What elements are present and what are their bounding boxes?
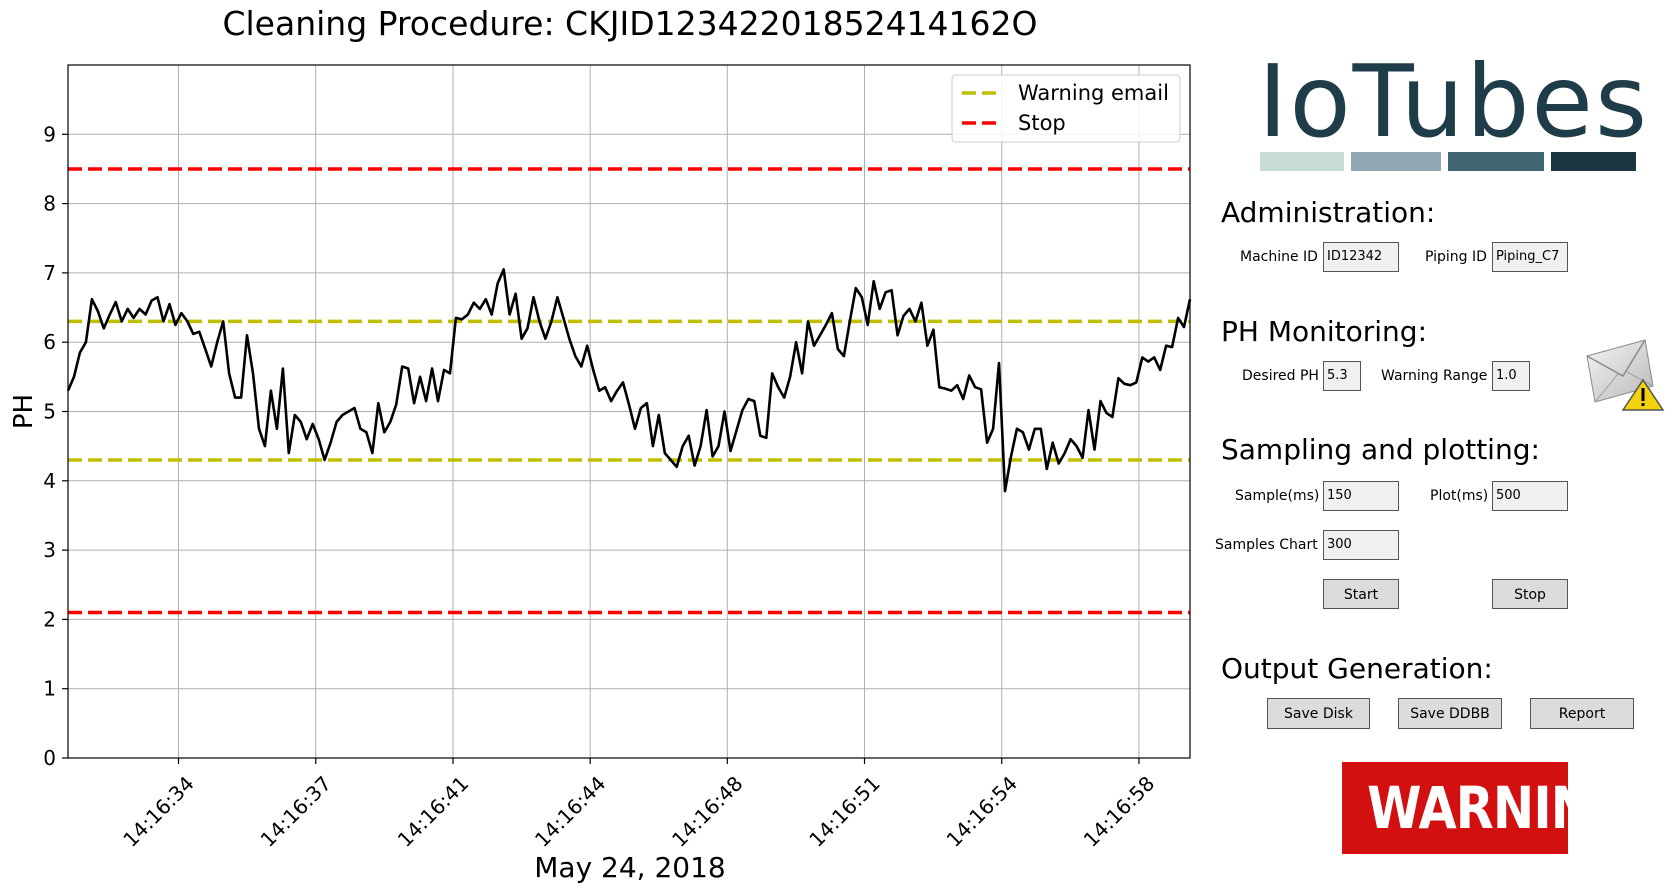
y-tick-label: 9 xyxy=(43,122,56,146)
y-tick-label: 2 xyxy=(43,607,56,631)
y-tick-label: 7 xyxy=(43,261,56,285)
machine-id-label: Machine ID xyxy=(1240,249,1318,265)
plot-ms-label: Plot(ms) xyxy=(1430,488,1489,504)
report-button[interactable]: Report xyxy=(1530,698,1634,729)
y-tick-label: 4 xyxy=(43,469,56,493)
administration-heading: Administration: xyxy=(1221,196,1436,229)
x-tick-label: 14:16:54 xyxy=(942,771,1022,851)
logo-bar-1 xyxy=(1260,152,1344,171)
warning-badge-text: WARNING! xyxy=(1367,774,1653,842)
y-tick-label: 0 xyxy=(43,746,56,770)
sampling-heading: Sampling and plotting: xyxy=(1221,433,1540,466)
logo-bar-4 xyxy=(1551,152,1636,171)
x-tick-label: 14:16:37 xyxy=(256,771,336,851)
legend-box xyxy=(951,74,1181,143)
save-disk-button[interactable]: Save Disk xyxy=(1267,698,1370,729)
y-tick-label: 5 xyxy=(43,400,56,424)
x-tick-label: 14:16:58 xyxy=(1079,771,1159,851)
machine-id-field[interactable]: ID12342 xyxy=(1323,242,1399,272)
piping-id-field[interactable]: Piping_C7 xyxy=(1492,242,1568,272)
sample-ms-label: Sample(ms) xyxy=(1235,488,1320,504)
y-tick-label: 3 xyxy=(43,538,56,562)
warning-range-field[interactable]: 1.0 xyxy=(1492,361,1530,391)
desired-ph-field[interactable]: 5.3 xyxy=(1323,361,1361,391)
y-tick-label: 1 xyxy=(43,677,56,701)
ph-series-line xyxy=(66,268,1192,493)
piping-id-label: Piping ID xyxy=(1425,249,1487,265)
x-tick-label: 14:16:51 xyxy=(804,771,884,851)
logo-bar-3 xyxy=(1448,152,1544,171)
output-heading: Output Generation: xyxy=(1221,652,1493,685)
x-tick-label: 14:16:41 xyxy=(393,771,473,851)
logo-bar-2 xyxy=(1351,152,1441,171)
email-warning-icon xyxy=(1586,339,1665,411)
x-tick-label: 14:16:34 xyxy=(118,771,198,851)
warning-badge: WARNING! xyxy=(1342,762,1653,854)
samples-chart-label: Samples Chart xyxy=(1215,537,1318,553)
chart-title: Cleaning Procedure: CKJID123422018524141… xyxy=(222,4,1038,43)
desired-ph-label: Desired PH xyxy=(1242,368,1319,384)
start-button[interactable]: Start xyxy=(1323,579,1399,609)
stop-button[interactable]: Stop xyxy=(1492,579,1568,609)
warning-range-label: Warning Range xyxy=(1381,368,1488,384)
sample-ms-field[interactable]: 150 xyxy=(1323,481,1399,511)
save-ddbb-button[interactable]: Save DDBB xyxy=(1398,698,1502,729)
y-tick-label: 6 xyxy=(43,330,56,354)
ph-monitoring-heading: PH Monitoring: xyxy=(1221,315,1428,348)
legend-label: Warning email xyxy=(1018,81,1169,105)
samples-chart-field[interactable]: 300 xyxy=(1323,530,1399,560)
x-axis-label: May 24, 2018 xyxy=(534,851,725,884)
plot-ms-field[interactable]: 500 xyxy=(1492,481,1568,511)
x-tick-label: 14:16:48 xyxy=(667,771,747,851)
iotubes-logo: IoTubes xyxy=(1258,43,1650,160)
y-axis-label: PH xyxy=(9,394,39,429)
x-tick-label: 14:16:44 xyxy=(530,771,610,851)
legend-label: Stop xyxy=(1018,111,1066,135)
y-tick-label: 8 xyxy=(43,192,56,216)
